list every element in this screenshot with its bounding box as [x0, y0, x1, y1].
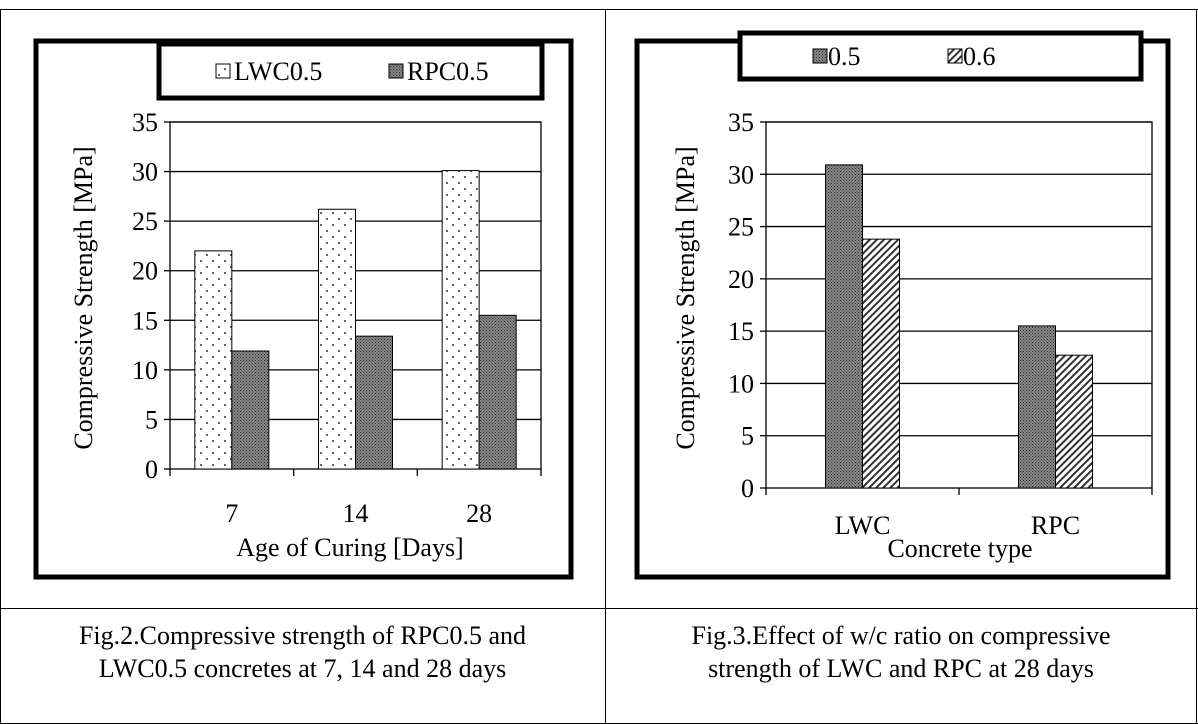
caption-fig2-line1: Fig.2.Compressive strength of RPC0.5 and [78, 621, 527, 650]
y-tick-label-20: 20 [728, 265, 754, 294]
y-tick-label-0: 0 [741, 474, 754, 503]
bar-0-5-lwc [825, 164, 863, 489]
caption-fig3-line1: Fig.3.Effect of w/c ratio on compressive [691, 621, 1111, 650]
legend-swatch-lwc0-5 [215, 63, 231, 79]
y-tick-label-10: 10 [728, 369, 754, 398]
x-tick-label-28: 28 [466, 499, 492, 528]
y-tick-label-20: 20 [132, 257, 158, 286]
caption-fig3-line2: strength of LWC and RPC at 28 days [708, 654, 1094, 683]
plot-area [765, 121, 1153, 489]
bar-lwc0-5-14 [318, 208, 356, 470]
bar-0-6-lwc [862, 238, 900, 489]
y-tick-label-35: 35 [132, 108, 158, 137]
x-tick-label-7: 7 [225, 499, 238, 528]
x-tick-label-lwc: LWC [835, 511, 891, 540]
x-tick-label-rpc: RPC [1031, 511, 1080, 540]
bar-rpc0-5-28 [478, 314, 517, 470]
y-axis-title: Compressive Strength [MPa] [671, 146, 700, 449]
bar-0-6-rpc [1055, 354, 1093, 489]
x-axis-title: Age of Curing [Days] [236, 533, 463, 562]
y-tick-label-0: 0 [145, 455, 158, 484]
bar-rpc0-5-14 [355, 335, 393, 470]
bar-lwc0-5-28 [441, 170, 480, 470]
legend-label-0-6: 0.6 [963, 42, 996, 71]
table-border-middle [0, 608, 1198, 609]
y-tick-label-35: 35 [728, 108, 754, 137]
caption-fig2: Fig.2.Compressive strength of RPC0.5 and… [0, 619, 605, 685]
table-border-right [1196, 9, 1197, 724]
y-tick-label-10: 10 [132, 356, 158, 385]
y-tick-label-15: 15 [728, 317, 754, 346]
y-tick-label-30: 30 [132, 158, 158, 187]
y-axis-title: Compressive Strength [MPa] [69, 146, 98, 449]
bar-rpc0-5-7 [231, 350, 270, 470]
table-border-divider [605, 9, 606, 724]
caption-fig3: Fig.3.Effect of w/c ratio on compressive… [606, 619, 1196, 685]
bar-0-5-rpc [1018, 325, 1056, 489]
y-tick-label-25: 25 [728, 213, 754, 242]
y-tick-label-5: 5 [145, 405, 158, 434]
table-border-left [0, 9, 1, 724]
bar-lwc0-5-7 [194, 250, 233, 470]
y-tick-label-5: 5 [741, 422, 754, 451]
y-tick-label-15: 15 [132, 306, 158, 335]
legend-label-rpc0-5: RPC0.5 [407, 57, 489, 86]
table-border-top [0, 9, 1198, 10]
x-axis-title: Concrete type [887, 534, 1032, 563]
legend-swatch-0-6 [947, 48, 963, 64]
legend-swatch-rpc0-5 [388, 63, 404, 79]
chart-frame [33, 38, 574, 580]
caption-fig2-line2: LWC0.5 concretes at 7, 14 and 28 days [98, 654, 507, 683]
x-tick-label-14: 14 [343, 499, 369, 528]
legend-label-lwc0-5: LWC0.5 [234, 57, 322, 86]
legend-label-0-5: 0.5 [828, 42, 861, 71]
y-tick-label-30: 30 [728, 160, 754, 189]
legend-box [737, 30, 1144, 82]
y-tick-label-25: 25 [132, 207, 158, 236]
legend-swatch-0-5 [812, 48, 828, 64]
